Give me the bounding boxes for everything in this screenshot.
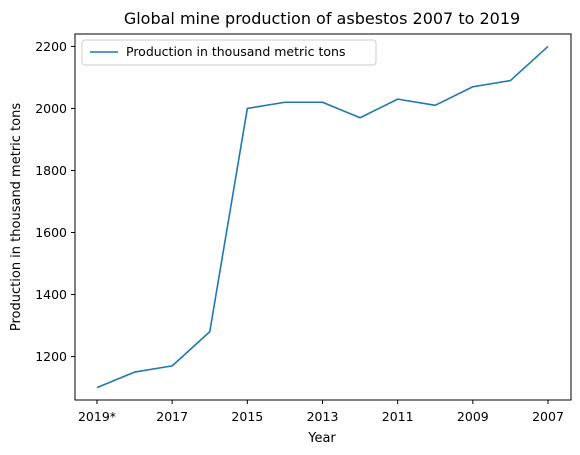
data-point bbox=[509, 79, 511, 81]
x-tick-label: 2019* bbox=[78, 409, 116, 424]
series-group bbox=[96, 45, 549, 389]
data-point bbox=[246, 107, 248, 109]
data-point bbox=[396, 98, 398, 100]
y-tick-label: 2200 bbox=[35, 39, 67, 54]
data-point bbox=[434, 104, 436, 106]
legend-box bbox=[81, 39, 377, 66]
data-point bbox=[547, 45, 549, 47]
data-point bbox=[209, 331, 211, 333]
x-axis: 2019* 2017 2015 2013 2011 2009 2007 bbox=[78, 400, 564, 424]
y-axis: 1200 1400 1600 1800 2000 2200 bbox=[35, 39, 75, 364]
y-axis-label: Production in thousand metric tons bbox=[9, 103, 24, 331]
x-tick-label: 2015 bbox=[231, 409, 263, 424]
chart-title: Global mine production of asbestos 2007 … bbox=[124, 9, 520, 28]
data-point bbox=[133, 371, 135, 373]
x-tick-label: 2011 bbox=[382, 409, 414, 424]
y-tick-label: 1200 bbox=[35, 349, 67, 364]
plot-area-frame bbox=[74, 33, 572, 401]
data-point bbox=[321, 101, 323, 103]
y-tick-label: 1400 bbox=[35, 287, 67, 302]
data-point bbox=[96, 386, 98, 388]
data-point bbox=[359, 117, 361, 119]
x-tick-label: 2009 bbox=[457, 409, 489, 424]
series-line bbox=[96, 45, 549, 389]
data-point bbox=[472, 86, 474, 88]
x-axis-label: Year bbox=[307, 431, 336, 446]
y-tick-label: 1800 bbox=[35, 163, 67, 178]
legend: Production in thousand metric tons bbox=[81, 39, 377, 66]
data-point bbox=[284, 101, 286, 103]
x-tick-label: 2007 bbox=[532, 409, 564, 424]
x-tick-label: 2017 bbox=[156, 409, 188, 424]
y-tick-label: 2000 bbox=[35, 101, 67, 116]
data-point bbox=[171, 365, 173, 367]
legend-entry-label: Production in thousand metric tons bbox=[126, 44, 345, 59]
x-tick-label: 2013 bbox=[307, 409, 339, 424]
y-tick-label: 1600 bbox=[35, 225, 67, 240]
